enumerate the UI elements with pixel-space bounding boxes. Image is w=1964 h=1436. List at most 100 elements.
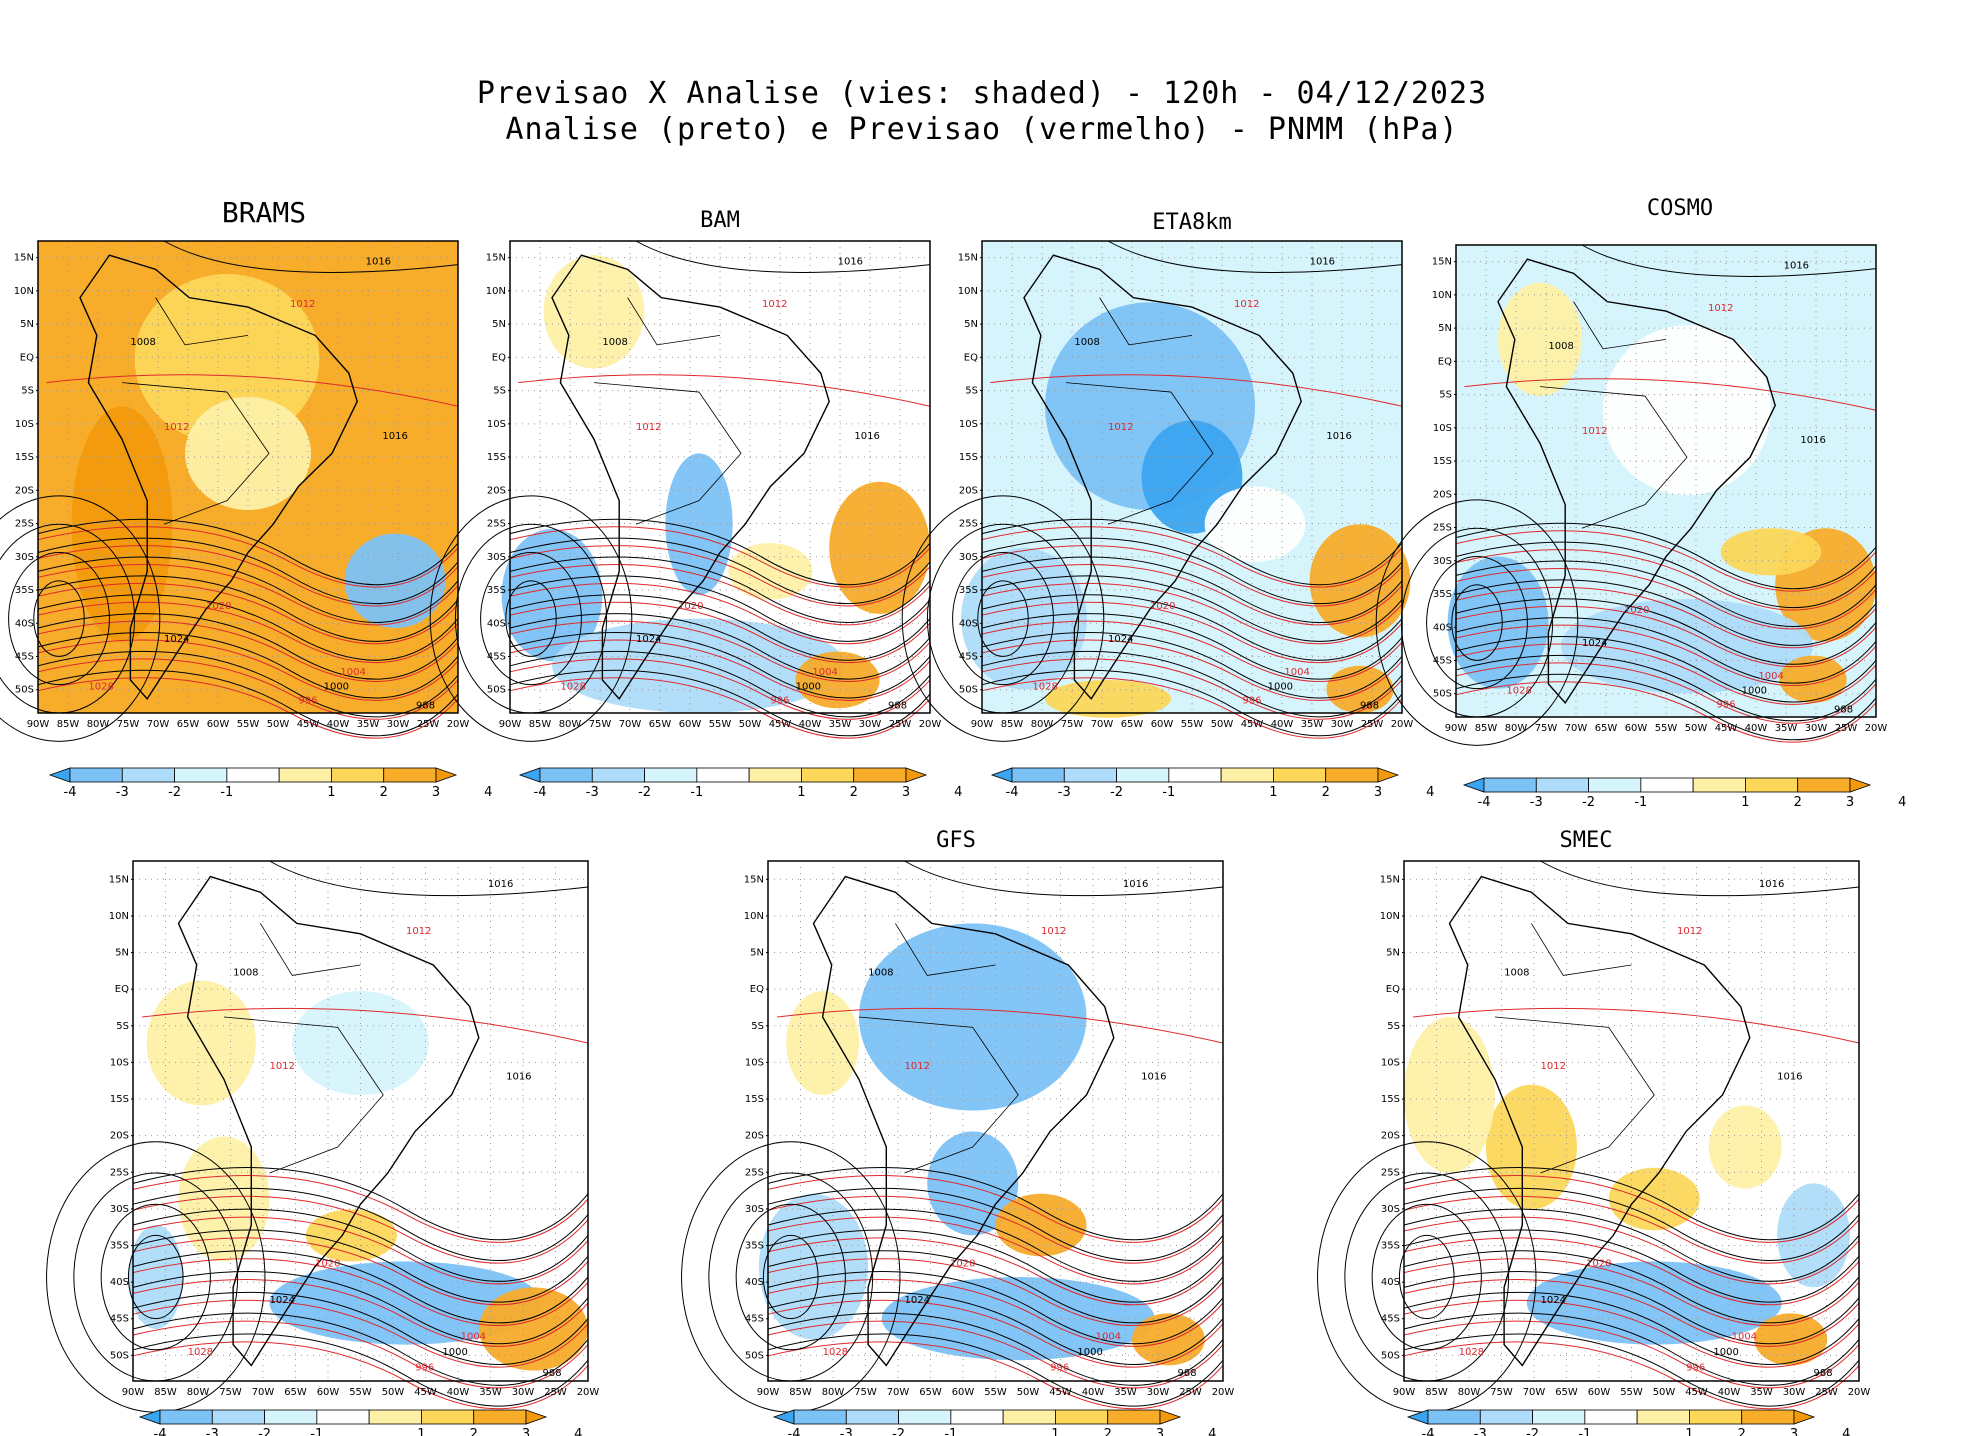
- isobar-analysis: [509, 575, 931, 642]
- lon-tick-label: 20W: [919, 719, 942, 730]
- panel-title-brams: BRAMS: [221, 196, 307, 229]
- isobar-analysis: [1403, 1312, 1860, 1386]
- isobar-forecast: [767, 1299, 1224, 1368]
- lon-tick-label: 45W: [769, 719, 792, 730]
- colorbar-swatch: [1479, 1409, 1533, 1425]
- lon-tick-label: 55W: [1655, 723, 1678, 734]
- lat-tick-label: 15N: [14, 253, 34, 264]
- lon-tick-label: 30W: [1331, 719, 1354, 730]
- lon-tick-label: 80W: [1031, 719, 1054, 730]
- colorbar-swatch: [950, 1409, 1004, 1425]
- isobar-analysis: [37, 518, 459, 586]
- lon-tick-label: 20W: [447, 719, 470, 730]
- isobar-forecast: [132, 1279, 589, 1347]
- colorbar-swatch: [853, 767, 907, 783]
- bias-shading-region: [305, 1209, 397, 1262]
- lat-tick-label: 50S: [487, 685, 506, 696]
- isobar-label: 1012: [636, 422, 661, 433]
- lat-tick-label: EQ: [964, 352, 978, 363]
- lon-tick-label: 55W: [709, 719, 732, 730]
- isobar-analysis: [1403, 1271, 1860, 1345]
- lon-tick-label: 60W: [207, 719, 230, 730]
- colorbar-swatch: [473, 1409, 527, 1425]
- isobar-label: 988: [416, 700, 435, 711]
- lon-tick-label: 75W: [117, 719, 140, 730]
- isobar-analysis: [981, 518, 1403, 586]
- isobar-label: 1020: [950, 1259, 975, 1270]
- colorbar-label: 4: [574, 1427, 582, 1436]
- lat-tick-label: 10S: [1433, 423, 1452, 434]
- country-border: [1065, 382, 1214, 525]
- isobar-label: 1024: [1108, 634, 1133, 645]
- lon-tick-label: 75W: [1490, 1387, 1513, 1398]
- isobar-analysis: [509, 594, 931, 661]
- isobar-label: 1016: [838, 257, 863, 268]
- lat-tick-label: 20S: [15, 485, 34, 496]
- lat-tick-label: 15N: [109, 874, 129, 885]
- isobar-forecast: [1455, 643, 1877, 705]
- colorbar-swatch: [1055, 1409, 1109, 1425]
- figure-title-line-2: Analise (preto) e Previsao (vermelho) - …: [505, 112, 1459, 147]
- isobar-analysis: [1403, 1208, 1860, 1282]
- isobar-analysis: [132, 1187, 589, 1261]
- colorbar-label: -3: [116, 785, 129, 800]
- continent-outline: [551, 254, 830, 700]
- lat-tick-label: 20S: [487, 485, 506, 496]
- lat-tick-label: 15N: [744, 874, 764, 885]
- colorbar-swatch: [368, 1409, 422, 1425]
- bias-shading-region: [1132, 1313, 1205, 1366]
- isobar-label: 1000: [1742, 685, 1767, 696]
- colorbar-label: 2: [470, 1427, 478, 1436]
- colorbar-swatch: [1535, 777, 1589, 793]
- isobar-analysis: [509, 556, 931, 623]
- lat-tick-label: 40S: [487, 618, 506, 629]
- lat-tick-label: 20S: [745, 1131, 764, 1142]
- lat-tick-label: 15S: [745, 1094, 764, 1105]
- lat-tick-label: 25S: [1433, 523, 1452, 534]
- isobar-label: 1024: [164, 634, 189, 645]
- isobar-analysis: [901, 495, 1105, 742]
- isobar-forecast: [767, 1258, 1224, 1326]
- lat-tick-label: 25S: [959, 519, 978, 530]
- isobar-label: 1024: [636, 634, 661, 645]
- isobar-analysis: [132, 1291, 589, 1365]
- colorbar-label: -2: [1526, 1427, 1539, 1436]
- isobar-forecast: [1455, 624, 1877, 686]
- lon-tick-label: 55W: [237, 719, 260, 730]
- lat-tick-label: EQ: [492, 352, 506, 363]
- isobar-forecast: [37, 582, 459, 645]
- lon-tick-label: 40W: [799, 719, 822, 730]
- isobar-analysis: [1451, 584, 1503, 661]
- isobar-label: 1020: [315, 1259, 340, 1270]
- colorbar-label: 3: [1790, 1427, 1798, 1436]
- lon-tick-label: 50W: [1211, 719, 1234, 730]
- colorbar-label: -1: [1578, 1427, 1591, 1436]
- isobar-analysis: [1455, 617, 1877, 684]
- lat-tick-label: 45S: [745, 1314, 764, 1325]
- isobar-analysis: [767, 1187, 1224, 1261]
- colorbar-label: -1: [1162, 785, 1175, 800]
- lon-tick-label: 45W: [1715, 723, 1738, 734]
- isobar-analysis: [269, 860, 589, 897]
- lon-tick-label: 25W: [417, 719, 440, 730]
- colorbar-label: 1: [1685, 1427, 1693, 1436]
- map-frame: [1403, 860, 1860, 1382]
- isobar-label: 1000: [324, 681, 349, 692]
- colorbar-arrow-right: [1159, 1409, 1182, 1425]
- isobar-label: 1012: [290, 299, 315, 310]
- isobar-analysis: [429, 495, 633, 742]
- lat-tick-label: 10N: [744, 911, 764, 922]
- colorbar-label: -1: [690, 785, 703, 800]
- map-frame: [509, 240, 931, 714]
- isobar-label: 1016: [382, 431, 407, 442]
- colorbar-swatch: [793, 1409, 847, 1425]
- colorbar-label: 3: [1846, 795, 1854, 810]
- lon-tick-label: 20W: [577, 1387, 600, 1398]
- lon-tick-label: 35W: [1114, 1387, 1137, 1398]
- bias-shading-region: [1720, 528, 1822, 576]
- isobar-label: 1008: [868, 967, 893, 978]
- isobar-label: 1024: [905, 1295, 930, 1306]
- colorbar-swatch: [696, 767, 750, 783]
- map-panel-bam: 1016 1012 1008 1004 1000 996 988 1020 1024 1028 10…: [429, 240, 941, 742]
- bias-shading-region: [1779, 655, 1847, 703]
